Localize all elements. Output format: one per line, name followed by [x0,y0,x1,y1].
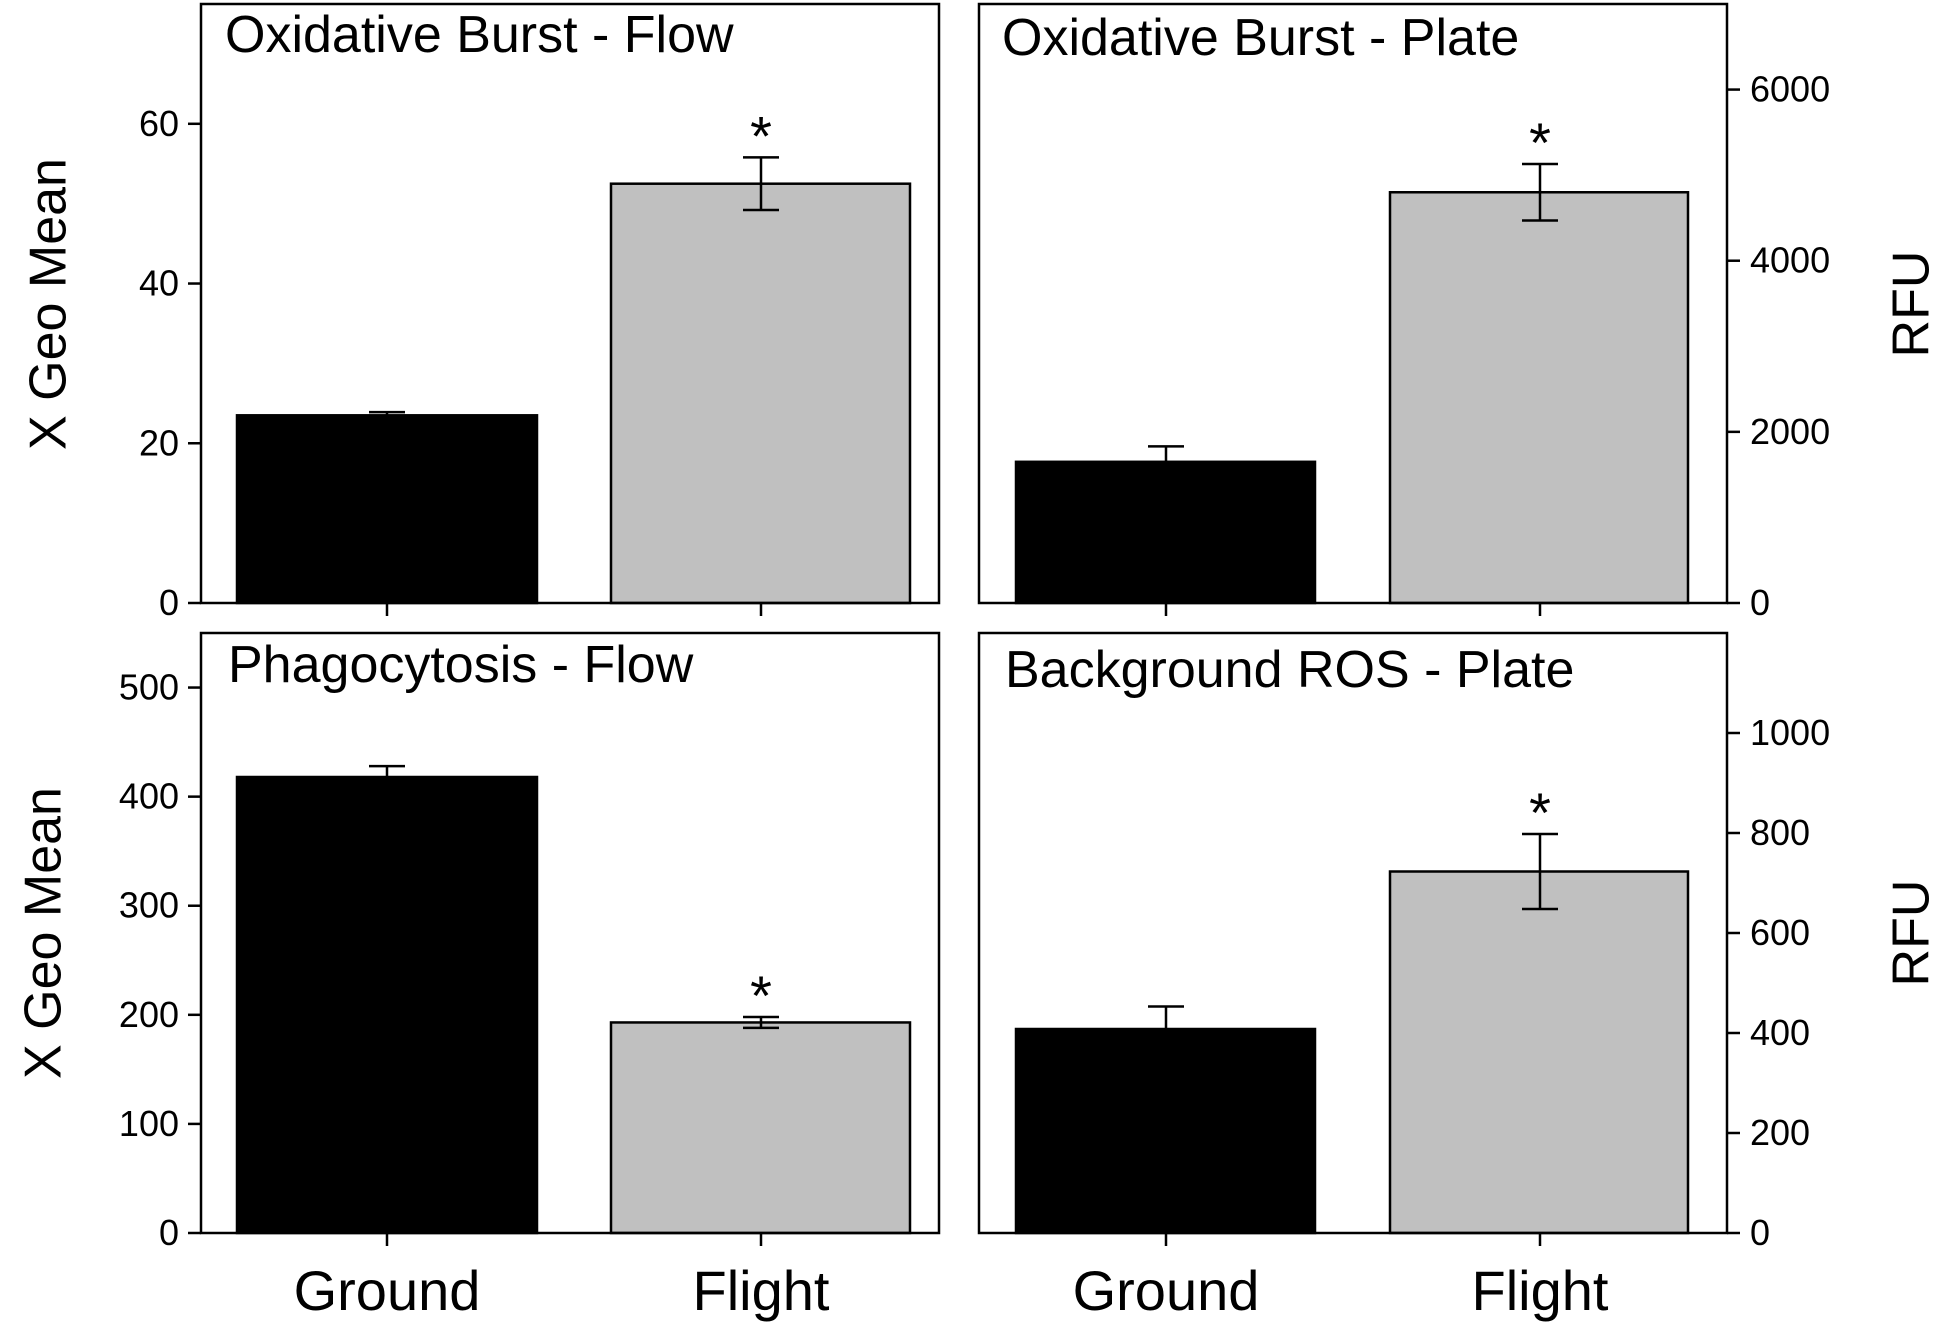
x-category-label: Flight [693,1259,830,1322]
x-category-label: Ground [1073,1259,1260,1322]
y-tick-label: 4000 [1750,240,1830,281]
y-tick-label: 0 [1750,1212,1770,1253]
y-tick-label: 6000 [1750,69,1830,110]
bar-ground [235,775,539,1235]
panel-title: Background ROS - Plate [1005,641,1574,699]
y-tick-label: 200 [1750,1112,1810,1153]
y-tick-label: 1000 [1750,712,1830,753]
y-tick-label: 60 [139,103,179,144]
panel-title: Oxidative Burst - Flow [225,6,734,64]
y-tick-label: 0 [159,1212,179,1253]
error-bar-ground [1148,445,1184,462]
y-axis-title: X Geo Mean [15,787,73,1079]
y-axis-title: RFU [1883,880,1941,987]
error-bar-flight [1522,162,1558,222]
error-bar-flight [743,1015,779,1030]
y-tick-label: 0 [159,582,179,623]
bar-ground [1014,1027,1317,1235]
significance-asterisk: * [1529,781,1551,844]
plot-frame [199,2,941,605]
y-tick-label: 0 [1750,582,1770,623]
plot-frame [977,2,1729,605]
y-tick-label: 2000 [1750,411,1830,452]
y-tick-label: 500 [119,667,179,708]
bar-flight [609,182,912,605]
y-tick-label: 400 [1750,1012,1810,1053]
y-tick-label: 100 [119,1103,179,1144]
x-category-label: Ground [294,1259,481,1322]
error-bar-ground [369,410,405,416]
error-bar-flight [1522,832,1558,911]
bar-ground [1014,460,1317,605]
significance-asterisk: * [750,964,772,1027]
y-tick-label: 600 [1750,912,1810,953]
y-tick-label: 40 [139,263,179,304]
y-axis-title: X Geo Mean [20,158,78,450]
y-tick-label: 20 [139,422,179,463]
panel-title: Phagocytosis - Flow [228,636,694,694]
y-tick-label: 300 [119,885,179,926]
panel-title: Oxidative Burst - Plate [1002,9,1519,67]
significance-asterisk: * [1529,111,1551,174]
y-tick-label: 800 [1750,812,1810,853]
error-bar-ground [1148,1005,1184,1029]
bar-ground [235,414,539,605]
y-tick-label: 200 [119,994,179,1035]
error-bar-ground [369,764,405,777]
plot-frame [199,631,941,1235]
significance-asterisk: * [750,104,772,167]
error-bar-flight [743,156,779,212]
x-category-label: Flight [1472,1259,1609,1322]
bar-flight [1388,191,1690,605]
y-axis-title: RFU [1883,251,1941,358]
y-tick-label: 400 [119,776,179,817]
bar-flight [609,1021,912,1235]
bar-flight [1388,870,1690,1235]
